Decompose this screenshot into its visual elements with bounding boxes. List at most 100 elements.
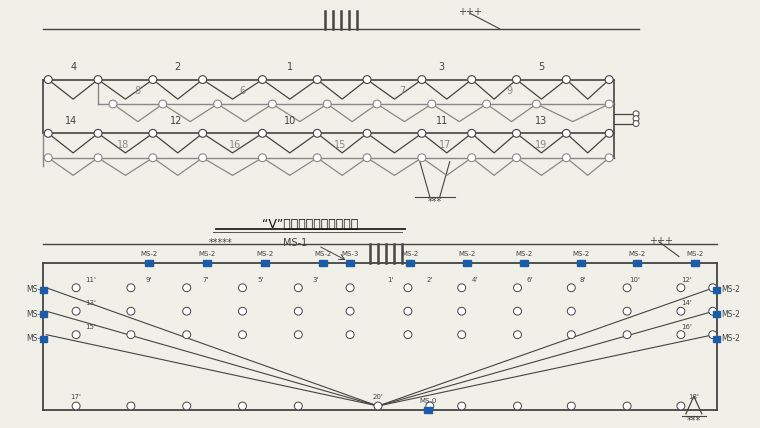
Circle shape [313, 154, 321, 162]
Circle shape [72, 284, 80, 291]
Text: 11: 11 [435, 116, 448, 125]
Circle shape [567, 331, 575, 339]
Circle shape [623, 402, 631, 410]
Circle shape [313, 76, 321, 83]
Text: 16': 16' [682, 324, 692, 330]
Circle shape [127, 331, 135, 339]
Circle shape [458, 307, 466, 315]
Text: 7': 7' [202, 277, 209, 283]
Text: 13: 13 [535, 116, 547, 125]
Bar [633, 260, 641, 266]
Circle shape [709, 307, 717, 315]
Circle shape [182, 331, 191, 339]
Circle shape [633, 116, 639, 122]
Text: 12': 12' [682, 277, 692, 283]
Circle shape [404, 307, 412, 315]
Circle shape [483, 100, 491, 108]
Text: 18': 18' [689, 394, 699, 400]
Bar [145, 260, 153, 266]
Text: MS-: MS- [26, 309, 40, 318]
Text: 5': 5' [258, 277, 264, 283]
Text: MS-2: MS-2 [257, 252, 274, 258]
Text: 14': 14' [682, 300, 692, 306]
Circle shape [268, 100, 277, 108]
Circle shape [109, 100, 117, 108]
Text: 14: 14 [65, 116, 78, 125]
Bar [319, 260, 328, 266]
Text: “V”型起爆网络布置示意图: “V”型起爆网络布置示意图 [262, 218, 359, 232]
Text: 10: 10 [284, 116, 296, 125]
Circle shape [239, 402, 246, 410]
Text: MS-2: MS-2 [686, 252, 704, 258]
Bar [40, 287, 46, 293]
Circle shape [567, 402, 575, 410]
Bar [40, 311, 46, 317]
Text: MS-2: MS-2 [401, 252, 419, 258]
Circle shape [709, 331, 717, 339]
Circle shape [323, 100, 331, 108]
Text: 9': 9' [146, 277, 152, 283]
Text: 8': 8' [579, 277, 585, 283]
Circle shape [709, 284, 717, 291]
Text: 16: 16 [230, 140, 242, 150]
Circle shape [512, 154, 521, 162]
Text: MS-: MS- [26, 334, 40, 343]
Circle shape [677, 307, 685, 315]
Circle shape [404, 284, 412, 291]
Circle shape [363, 129, 371, 137]
Text: 18: 18 [117, 140, 129, 150]
Text: 5: 5 [538, 62, 544, 72]
Bar [261, 260, 269, 266]
Text: 2': 2' [426, 277, 433, 283]
Circle shape [623, 307, 631, 315]
Circle shape [294, 402, 302, 410]
Circle shape [605, 100, 613, 108]
Circle shape [44, 129, 52, 137]
Bar [714, 311, 720, 317]
Text: 4: 4 [70, 62, 76, 72]
Circle shape [72, 331, 80, 339]
Circle shape [127, 307, 135, 315]
Circle shape [346, 284, 354, 291]
Text: MS-1: MS-1 [283, 238, 308, 248]
Circle shape [159, 100, 166, 108]
Text: MS-2: MS-2 [198, 252, 215, 258]
Text: MS-2: MS-2 [720, 334, 739, 343]
Text: MS-2: MS-2 [720, 285, 739, 294]
Text: 11': 11' [86, 277, 97, 283]
Circle shape [239, 307, 246, 315]
Text: MS-3: MS-3 [341, 252, 359, 258]
Circle shape [198, 76, 207, 83]
Bar [714, 336, 720, 342]
Circle shape [239, 284, 246, 291]
Circle shape [533, 100, 540, 108]
Circle shape [149, 76, 157, 83]
Bar [578, 260, 585, 266]
Circle shape [677, 331, 685, 339]
Text: MS-2: MS-2 [141, 252, 157, 258]
Circle shape [426, 402, 434, 410]
Circle shape [127, 402, 135, 410]
Circle shape [458, 402, 466, 410]
Circle shape [182, 402, 191, 410]
Text: MS-2: MS-2 [720, 309, 739, 318]
Text: 15: 15 [334, 140, 347, 150]
Circle shape [458, 331, 466, 339]
Circle shape [677, 402, 685, 410]
Circle shape [94, 76, 102, 83]
Circle shape [514, 284, 521, 291]
Text: *****: ***** [209, 238, 233, 248]
Text: 19: 19 [535, 140, 547, 150]
Text: 12: 12 [169, 116, 182, 125]
Circle shape [44, 76, 52, 83]
Circle shape [418, 154, 426, 162]
Text: 15': 15' [86, 324, 97, 330]
Text: 9: 9 [506, 86, 512, 96]
Circle shape [605, 76, 613, 83]
Circle shape [72, 402, 80, 410]
Circle shape [428, 100, 435, 108]
Text: 13': 13' [86, 300, 97, 306]
Text: ***: *** [687, 416, 701, 426]
Text: 1': 1' [387, 277, 393, 283]
Circle shape [562, 129, 570, 137]
